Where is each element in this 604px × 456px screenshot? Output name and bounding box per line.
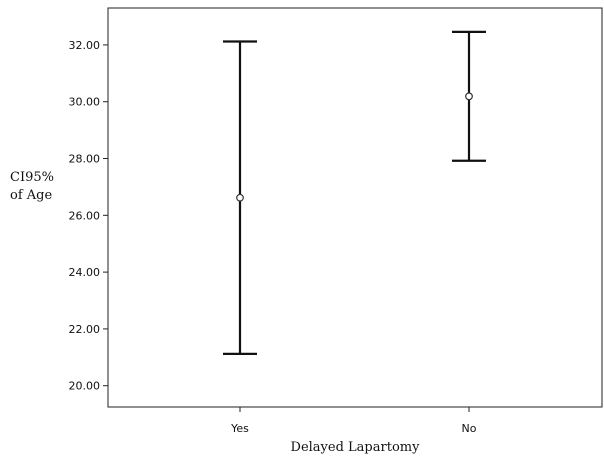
plot-frame [107, 7, 603, 408]
x-axis-title: Delayed Lapartomy [291, 440, 421, 455]
y-tick-label: 28.00 [69, 153, 101, 166]
x-tick-label: No [462, 422, 477, 435]
x-tick-label: Yes [230, 422, 249, 435]
mean-point [465, 92, 473, 101]
y-tick-label: 32.00 [69, 39, 101, 52]
mean-point [236, 193, 244, 202]
y-tick-label: 20.00 [69, 380, 101, 393]
x-axis-ticks: Yes No [230, 407, 477, 435]
y-tick-label: 26.00 [69, 209, 101, 222]
y-axis-title-line-2: of Age [10, 188, 52, 203]
y-tick-label: 30.00 [69, 96, 101, 109]
y-tick-label: 22.00 [69, 323, 101, 336]
y-axis-title-line-1: CI95% [10, 170, 54, 185]
error-bars [223, 30, 486, 355]
y-tick-label: 24.00 [69, 266, 101, 279]
y-axis-ticks: 20.00 22.00 24.00 26.00 28.00 30.00 32.00 [69, 39, 108, 393]
